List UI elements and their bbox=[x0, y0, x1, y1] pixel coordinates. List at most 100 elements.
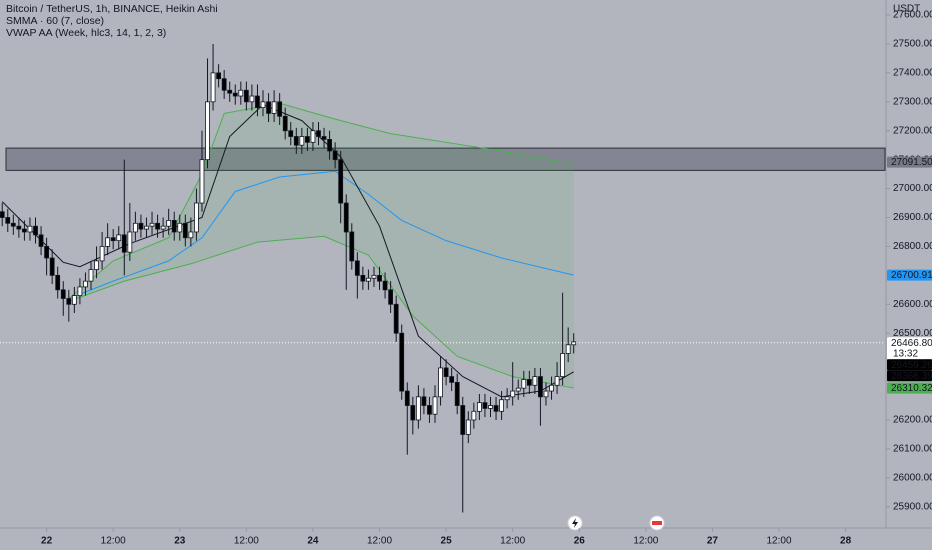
x-tick-label: 12:00 bbox=[633, 536, 658, 547]
price-tag bbox=[887, 359, 932, 371]
y-tick-label: 27200.00 bbox=[893, 125, 932, 136]
x-tick-label: 22 bbox=[41, 536, 53, 547]
candle-body bbox=[471, 410, 477, 421]
candle-body bbox=[554, 376, 560, 386]
candle-body bbox=[127, 231, 133, 253]
x-tick-label: 28 bbox=[840, 536, 852, 547]
candle-body bbox=[482, 402, 488, 409]
y-tick-label: 26000.00 bbox=[893, 472, 932, 483]
x-tick-label: 12:00 bbox=[500, 536, 525, 547]
candle-body bbox=[404, 390, 410, 406]
candle-body bbox=[138, 222, 144, 230]
price-tag bbox=[887, 370, 932, 382]
candle-body bbox=[493, 405, 499, 412]
candle-body bbox=[454, 381, 460, 406]
candle-body bbox=[188, 231, 194, 239]
candle-body bbox=[271, 101, 277, 114]
candle-body bbox=[105, 237, 111, 247]
price-tag-label: 26366.39 bbox=[891, 371, 932, 382]
candle-body bbox=[94, 260, 99, 270]
candle-body bbox=[132, 222, 138, 233]
candle-body bbox=[243, 89, 249, 103]
candle-body bbox=[227, 89, 233, 94]
x-tick-label: 12:00 bbox=[767, 536, 792, 547]
candle-body bbox=[427, 405, 432, 415]
candle-body bbox=[149, 222, 155, 227]
price-tag-label: 26459.26 bbox=[891, 360, 932, 371]
y-tick-label: 26100.00 bbox=[893, 444, 932, 455]
candle-body bbox=[121, 234, 127, 253]
candle-body bbox=[5, 217, 11, 224]
candle-body bbox=[155, 222, 160, 230]
candle-body bbox=[432, 396, 438, 415]
candle-body bbox=[288, 130, 294, 137]
x-tick-label: 26 bbox=[574, 536, 586, 547]
candle-body bbox=[77, 286, 83, 297]
candle-body bbox=[194, 202, 199, 233]
candle-body bbox=[10, 222, 16, 227]
candle-body bbox=[499, 399, 504, 412]
candle-body bbox=[316, 130, 321, 137]
x-tick-label: 12:00 bbox=[101, 536, 126, 547]
candle-body bbox=[205, 101, 210, 161]
candle-body bbox=[299, 136, 305, 146]
legend-symbol: Bitcoin / TetherUS, 1h, BINANCE, Heikin … bbox=[6, 3, 218, 15]
candle-body bbox=[388, 289, 394, 305]
candle-body bbox=[49, 257, 55, 276]
candle-body bbox=[60, 289, 66, 299]
candle-body bbox=[88, 269, 94, 282]
candle-body bbox=[116, 234, 122, 242]
y-tick-label: 26600.00 bbox=[893, 299, 932, 310]
candle-body bbox=[71, 295, 77, 305]
price-tag bbox=[887, 382, 932, 394]
candle-body bbox=[22, 228, 27, 233]
candle-body bbox=[371, 274, 377, 279]
candle-body bbox=[549, 384, 554, 392]
candle-body bbox=[293, 136, 299, 146]
candle-body bbox=[238, 89, 244, 97]
candle-body bbox=[476, 402, 482, 412]
y-tick-label: 25900.00 bbox=[893, 501, 932, 512]
candle-body bbox=[110, 237, 116, 242]
price-tag-label: 26700.91 bbox=[891, 270, 932, 281]
y-tick-label: 27000.00 bbox=[893, 183, 932, 194]
candle-body bbox=[360, 274, 366, 282]
candle-body bbox=[377, 274, 382, 282]
candle-body bbox=[144, 225, 149, 230]
candle-body bbox=[538, 376, 543, 398]
candle-body bbox=[565, 344, 571, 354]
candle-body bbox=[282, 115, 288, 132]
candle-body bbox=[44, 246, 50, 259]
price-tag-countdown: 13:32 bbox=[893, 348, 918, 359]
y-tick-label: 26800.00 bbox=[893, 241, 932, 252]
price-tag-label: 26310.32 bbox=[891, 383, 932, 394]
x-tick-label: 25 bbox=[441, 536, 453, 547]
candle-body bbox=[321, 136, 327, 140]
x-tick-label: 12:00 bbox=[367, 536, 392, 547]
event-icon[interactable] bbox=[567, 515, 583, 531]
candle-body bbox=[504, 396, 510, 401]
event-icon[interactable] bbox=[649, 515, 665, 531]
candle-body bbox=[399, 332, 405, 392]
price-tag-label: 27091.50 bbox=[891, 157, 932, 168]
candle-body bbox=[488, 405, 493, 409]
price-tag bbox=[887, 269, 932, 281]
candle-body bbox=[210, 72, 216, 103]
x-tick-label: 27 bbox=[707, 536, 719, 547]
candle-body bbox=[526, 379, 532, 386]
candle-body bbox=[255, 95, 260, 108]
candle-body bbox=[543, 390, 549, 398]
candle-body bbox=[166, 220, 172, 227]
candle-body bbox=[199, 159, 205, 204]
candle-body bbox=[571, 341, 577, 346]
x-tick-label: 12:00 bbox=[234, 536, 259, 547]
y-tick-label: 27300.00 bbox=[893, 96, 932, 107]
y-tick-label: 26200.00 bbox=[893, 415, 932, 426]
candle-body bbox=[266, 101, 271, 114]
candle-body bbox=[83, 280, 88, 288]
candle-body bbox=[171, 220, 177, 233]
legend-vwap: VWAP AA (Week, hlc3, 14, 1, 2, 3) bbox=[6, 27, 166, 39]
candle-body bbox=[66, 298, 72, 305]
